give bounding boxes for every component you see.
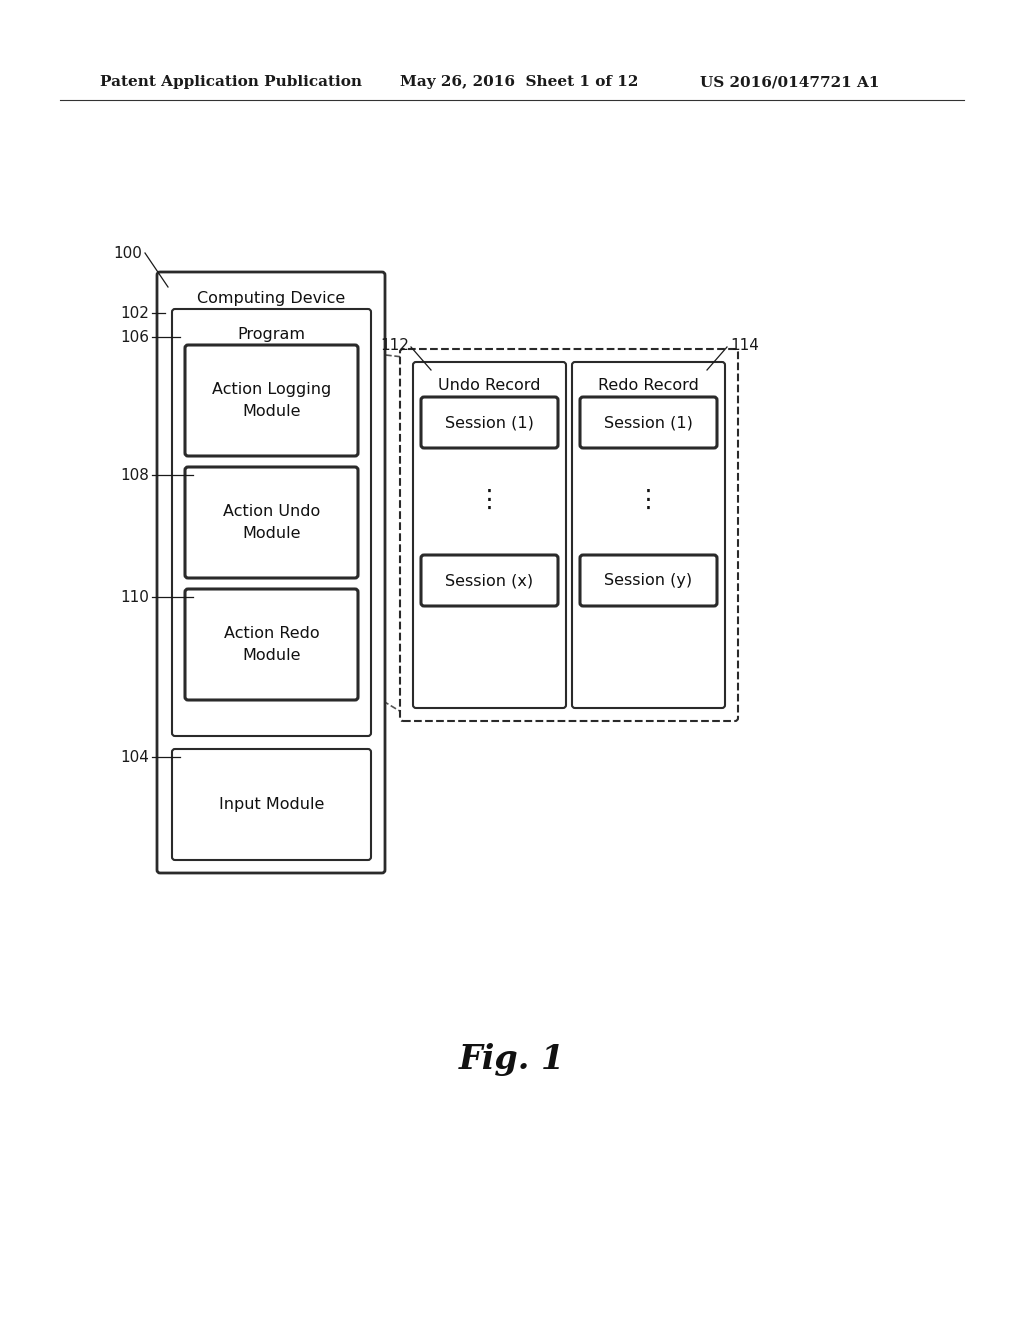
FancyBboxPatch shape <box>172 309 371 737</box>
Text: Session (y): Session (y) <box>604 573 692 587</box>
FancyBboxPatch shape <box>185 589 358 700</box>
Text: Action Undo
Module: Action Undo Module <box>223 504 321 541</box>
Text: ⋮: ⋮ <box>636 488 662 512</box>
FancyBboxPatch shape <box>185 345 358 455</box>
FancyBboxPatch shape <box>572 362 725 708</box>
Text: Input Module: Input Module <box>219 797 325 812</box>
Text: Redo Record: Redo Record <box>598 378 699 392</box>
Text: Session (1): Session (1) <box>604 414 693 430</box>
Text: 110: 110 <box>120 590 150 605</box>
FancyBboxPatch shape <box>157 272 385 873</box>
Text: Session (1): Session (1) <box>445 414 534 430</box>
FancyBboxPatch shape <box>421 397 558 447</box>
Text: 112: 112 <box>380 338 409 352</box>
Text: Session (x): Session (x) <box>445 573 534 587</box>
FancyBboxPatch shape <box>172 748 371 861</box>
Text: Action Redo
Module: Action Redo Module <box>223 626 319 663</box>
FancyBboxPatch shape <box>400 348 738 721</box>
Text: Computing Device: Computing Device <box>197 292 345 306</box>
FancyBboxPatch shape <box>421 554 558 606</box>
Text: 108: 108 <box>120 467 150 483</box>
Text: ⋮: ⋮ <box>477 488 502 512</box>
Text: Program: Program <box>238 326 305 342</box>
Text: US 2016/0147721 A1: US 2016/0147721 A1 <box>700 75 880 88</box>
FancyBboxPatch shape <box>580 397 717 447</box>
Text: Patent Application Publication: Patent Application Publication <box>100 75 362 88</box>
Text: 102: 102 <box>120 305 150 321</box>
FancyBboxPatch shape <box>580 554 717 606</box>
Text: 114: 114 <box>730 338 759 352</box>
Text: 100: 100 <box>113 246 142 260</box>
Text: 104: 104 <box>120 750 150 764</box>
Text: Undo Record: Undo Record <box>438 378 541 392</box>
FancyBboxPatch shape <box>185 467 358 578</box>
Text: Fig. 1: Fig. 1 <box>459 1044 565 1077</box>
Text: Action Logging
Module: Action Logging Module <box>212 381 331 420</box>
Text: 106: 106 <box>120 330 150 345</box>
Text: May 26, 2016  Sheet 1 of 12: May 26, 2016 Sheet 1 of 12 <box>400 75 638 88</box>
FancyBboxPatch shape <box>413 362 566 708</box>
